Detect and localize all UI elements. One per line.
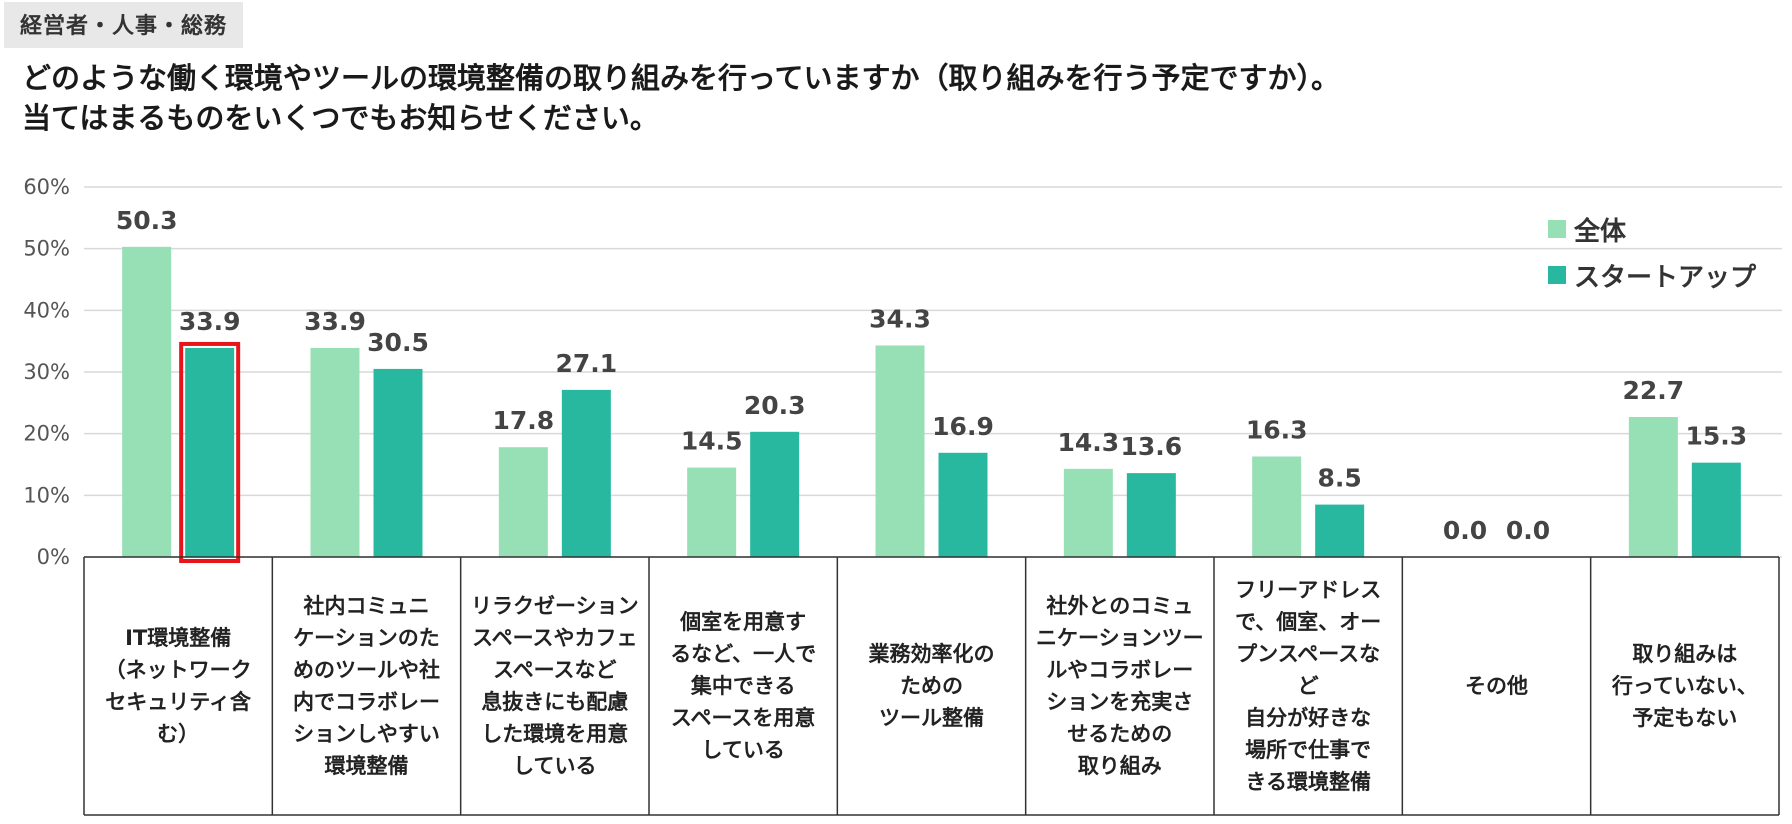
- y-tick-label: 20%: [23, 422, 70, 446]
- y-tick-label: 40%: [23, 298, 70, 322]
- bar-startup: [561, 389, 611, 557]
- y-tick-label: 30%: [23, 360, 70, 384]
- data-label-startup: 13.6: [1120, 432, 1182, 461]
- bar-startup: [185, 347, 235, 557]
- data-label-all: 0.0: [1443, 516, 1487, 545]
- legend-item-all: 全体: [1548, 206, 1756, 252]
- bar-all: [687, 467, 737, 557]
- bar-all: [1063, 468, 1113, 557]
- chart-legend: 全体 スタートアップ: [1548, 206, 1756, 298]
- data-label-all: 17.8: [492, 406, 554, 435]
- data-label-startup: 0.0: [1506, 516, 1550, 545]
- highlight-box: [179, 341, 241, 564]
- bar-startup: [1315, 504, 1365, 557]
- bar-startup: [938, 452, 988, 557]
- category-label: 取り組みは 行っていない、 予定もない: [1611, 642, 1758, 730]
- question-title-line2: 当てはまるものをいくつでもお知らせください。: [22, 101, 659, 135]
- category-label: フリーアドレス で、個室、オー プンスペースな ど 自分が好きな 場所で仕事で …: [1235, 578, 1382, 794]
- category-label: リラクゼーション スペースやカフェ スペースなど 息抜きにも配慮 した環境を用意…: [471, 594, 639, 778]
- bar-startup: [1691, 462, 1741, 557]
- category-label: その他: [1464, 674, 1528, 698]
- data-label-startup: 30.5: [367, 328, 429, 357]
- bar-all: [122, 246, 172, 558]
- bar-startup: [750, 431, 800, 557]
- bar-all: [875, 345, 925, 557]
- legend-label-startup: スタートアップ: [1574, 262, 1757, 293]
- category-label: IT環境整備 （ネットワーク セキュリティ含 む）: [104, 626, 252, 746]
- legend-swatch-all: [1548, 220, 1566, 238]
- category-label: 個室を用意す るなど、一人で 集中できる スペースを用意 している: [670, 610, 817, 762]
- legend-label-all: 全体: [1574, 216, 1627, 247]
- category-label: 業務効率化の ための ツール整備: [868, 642, 995, 730]
- data-label-startup: 16.9: [932, 412, 994, 441]
- category-label: 社内コミュニ ケーションのた めのツールや社 内でコラボレー ションしやすい 環…: [292, 594, 440, 778]
- data-label-all: 50.3: [116, 206, 178, 235]
- y-tick-label: 10%: [23, 483, 70, 507]
- y-tick-label: 0%: [37, 545, 70, 569]
- data-label-startup: 20.3: [744, 391, 806, 420]
- question-title-line1: どのような働く環境やツールの環境整備の取り組みを行っていますか（取り組みを行う予…: [22, 61, 1341, 95]
- question-title: どのような働く環境やツールの環境整備の取り組みを行っていますか（取り組みを行う予…: [22, 58, 1340, 138]
- bar-all: [310, 347, 360, 557]
- data-label-startup: 27.1: [555, 349, 617, 378]
- data-label-startup: 33.9: [179, 307, 241, 336]
- y-tick-label: 60%: [23, 175, 70, 199]
- category-label: 社外とのコミュ ニケーションツー ルやコラボレー ションを充実さ せるための 取…: [1036, 594, 1204, 778]
- data-label-all: 33.9: [304, 307, 366, 336]
- bar-startup: [373, 368, 423, 557]
- legend-item-startup: スタートアップ: [1548, 252, 1756, 298]
- bar-all: [1628, 417, 1678, 557]
- bar-all: [498, 447, 548, 557]
- data-label-all: 16.3: [1246, 415, 1308, 444]
- legend-swatch-startup: [1548, 266, 1566, 284]
- data-label-all: 34.3: [869, 304, 931, 333]
- bar-startup: [1126, 473, 1176, 557]
- segment-badge: 経営者・人事・総務: [4, 2, 244, 48]
- data-label-all: 22.7: [1622, 376, 1684, 405]
- data-label-startup: 8.5: [1318, 464, 1362, 493]
- data-label-all: 14.5: [681, 427, 743, 456]
- bar-all: [1252, 456, 1302, 557]
- data-label-startup: 15.3: [1685, 422, 1747, 451]
- data-label-all: 14.3: [1057, 428, 1119, 457]
- y-tick-label: 50%: [23, 237, 70, 261]
